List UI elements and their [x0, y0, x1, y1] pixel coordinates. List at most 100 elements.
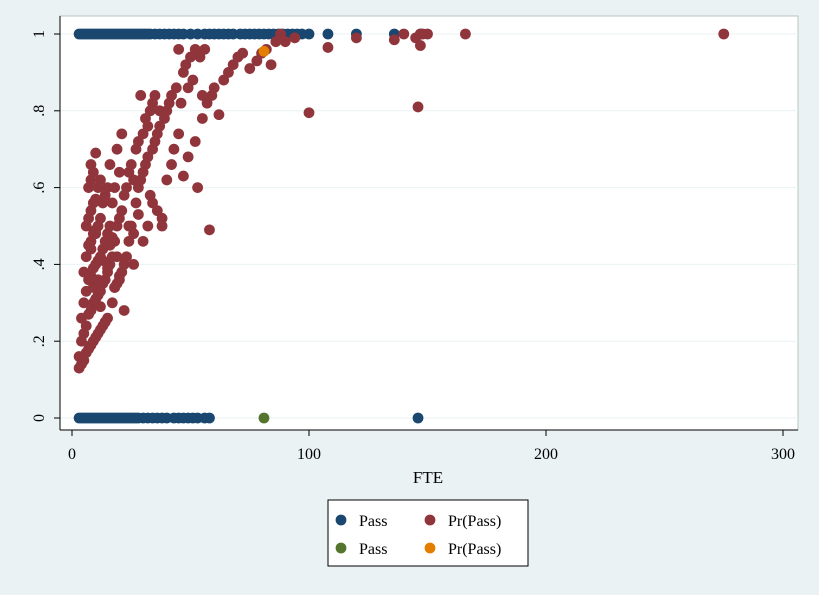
data-point	[414, 28, 426, 40]
data-point	[303, 107, 315, 119]
data-point	[130, 197, 142, 209]
data-point	[132, 209, 144, 220]
data-point	[258, 45, 270, 57]
data-point	[116, 128, 128, 140]
plot-area	[59, 15, 799, 431]
data-point	[173, 43, 185, 55]
data-point	[78, 297, 90, 309]
data-point	[213, 109, 225, 121]
data-point	[718, 28, 730, 40]
data-point	[111, 251, 123, 263]
data-point	[109, 182, 121, 194]
data-point	[204, 224, 215, 236]
series-0	[73, 28, 426, 424]
data-point	[460, 28, 471, 40]
data-point	[142, 120, 154, 132]
data-point	[99, 316, 111, 328]
x-tick-label: 300	[771, 446, 795, 463]
y-tick-label: .4	[31, 258, 48, 270]
data-point	[303, 28, 315, 40]
data-point	[135, 90, 147, 101]
data-point	[142, 220, 154, 232]
data-point	[125, 159, 137, 170]
series-1	[73, 28, 730, 374]
data-point	[237, 47, 249, 59]
data-point	[121, 251, 132, 263]
series-3	[258, 45, 270, 57]
data-point	[322, 28, 334, 40]
legend-label: Pass	[359, 513, 387, 530]
series-2	[258, 412, 270, 424]
data-point	[90, 228, 102, 240]
data-point	[151, 205, 163, 217]
y-tick-label: .2	[31, 335, 48, 347]
data-point	[80, 320, 92, 332]
data-points	[73, 28, 730, 424]
data-point	[118, 305, 130, 316]
data-point	[196, 113, 208, 124]
data-point	[289, 32, 301, 44]
data-point	[199, 43, 211, 55]
data-point	[173, 128, 185, 140]
data-point	[322, 42, 334, 53]
legend-marker	[335, 514, 347, 526]
legend-marker	[424, 514, 436, 526]
data-point	[182, 151, 194, 163]
x-tick-label: 0	[68, 446, 76, 463]
data-point	[161, 174, 173, 186]
data-point	[116, 205, 128, 217]
data-point	[104, 159, 116, 170]
data-point	[388, 34, 400, 46]
data-point	[87, 166, 99, 178]
data-point	[128, 259, 140, 270]
data-point	[412, 412, 424, 424]
data-point	[106, 232, 118, 243]
data-point	[279, 36, 291, 48]
legend-marker	[335, 542, 347, 554]
data-point	[102, 262, 113, 274]
data-point	[244, 63, 256, 74]
data-point	[95, 301, 106, 313]
data-point	[114, 166, 125, 178]
data-point	[265, 59, 277, 71]
y-tick-label: .6	[31, 182, 48, 194]
data-point	[175, 97, 187, 109]
data-point	[187, 74, 199, 86]
y-tick-label: .8	[31, 105, 48, 117]
data-point	[137, 235, 149, 247]
data-point	[156, 220, 168, 232]
legend-label: Pass	[359, 541, 387, 558]
data-point	[351, 32, 362, 44]
data-point	[85, 243, 97, 255]
data-point	[177, 170, 189, 182]
data-point	[111, 143, 123, 155]
data-point	[106, 297, 118, 309]
data-point	[189, 136, 201, 147]
axes: 0 .2 .4 .6 .8 1 0 100 200 300	[31, 16, 798, 463]
data-point	[398, 28, 410, 40]
data-point	[258, 412, 270, 424]
legend-label: Pr(Pass)	[448, 513, 501, 530]
data-point	[166, 159, 177, 170]
data-point	[95, 212, 106, 224]
data-point	[92, 274, 104, 286]
data-point	[123, 220, 135, 232]
x-axis-title: FTE	[413, 468, 443, 487]
data-point	[90, 147, 102, 159]
data-point	[106, 197, 118, 209]
data-point	[414, 40, 426, 51]
data-point	[208, 82, 220, 94]
data-point	[204, 412, 215, 424]
data-point	[192, 182, 204, 194]
data-point	[149, 90, 161, 101]
legend-box	[327, 499, 529, 567]
legend-marker	[424, 542, 436, 554]
data-point	[412, 101, 424, 113]
x-tick-label: 100	[297, 446, 321, 463]
legend: Pass Pr(Pass) Pass Pr(Pass)	[327, 499, 529, 567]
data-point	[168, 143, 180, 155]
data-point	[170, 82, 182, 94]
data-point	[121, 182, 132, 194]
x-tick-label: 200	[534, 446, 558, 463]
